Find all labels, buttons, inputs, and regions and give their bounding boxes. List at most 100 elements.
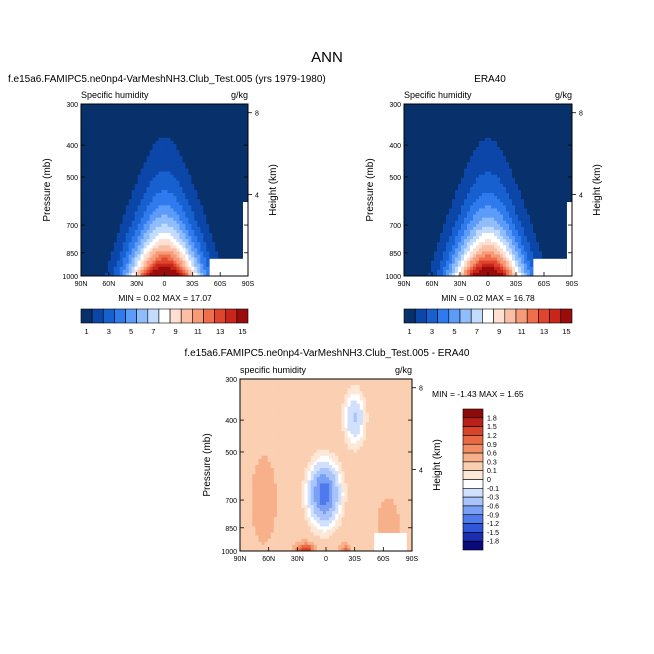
x-tick-label: 30N [130, 281, 143, 288]
colorbar-swatch [462, 426, 484, 436]
colorbar-swatch [459, 308, 472, 324]
y-tick-label: 400 [225, 418, 237, 425]
colorbar-model: 1 3 5 7 9 11 13 15 [80, 308, 249, 336]
x-tick-label: 90N [234, 556, 247, 563]
panel-obs: ERA40 Specific humidity g/kg 300 400 500 70… [365, 74, 603, 303]
colorbar-swatch [462, 452, 484, 463]
panel-obs-title: ERA40 [474, 74, 506, 85]
x-tick-label: 30N [291, 556, 304, 563]
surface-mask [533, 258, 567, 276]
y-tick-label: 700 [66, 223, 78, 230]
x-tick-label: 90N [398, 281, 411, 288]
x-tick-label: 30S [186, 281, 199, 288]
colorbar-swatch [462, 523, 484, 533]
y-tick-label: 850 [66, 251, 78, 258]
colorbar-swatch [426, 308, 438, 324]
panel-model-ylabel: Pressure (mb) [42, 158, 53, 221]
colorbar-swatch [462, 470, 484, 480]
colorbar-swatch [482, 308, 494, 324]
page-title: ANN [311, 49, 343, 66]
colorbar-label: 13 [216, 327, 224, 336]
colorbar-label: -0.9 [487, 512, 499, 519]
panel-obs-left-string: Specific humidity [404, 90, 472, 100]
colorbar-label: 0.3 [487, 459, 497, 466]
colorbar-swatch [91, 308, 104, 324]
colorbar-label: 1.5 [487, 424, 497, 431]
y-tick-label: 300 [225, 377, 237, 384]
surface-mask [374, 532, 407, 551]
height-tick-label: 8 [419, 386, 423, 393]
colorbar-label: 11 [518, 327, 526, 336]
colorbar-label: 0.9 [487, 442, 497, 449]
y-tick-label: 700 [225, 498, 237, 505]
colorbar-label: 0 [487, 477, 491, 484]
height-tick-label: 4 [579, 192, 583, 199]
y-tick-label: 1000 [385, 274, 401, 281]
y-tick-label: 850 [389, 251, 401, 258]
colorbar-swatch [462, 532, 484, 542]
x-tick-label: 60N [262, 556, 275, 563]
colorbar-label: 7 [151, 327, 155, 336]
colorbar-swatch [462, 514, 484, 524]
colorbar-swatch [538, 308, 550, 324]
x-tick-label: 30S [348, 556, 361, 563]
colorbar-swatch [462, 443, 484, 454]
colorbar-swatch [470, 308, 483, 324]
y-tick-label: 1000 [62, 274, 78, 281]
panel-diff-title: f.e15a6.FAMIPC5.ne0np4-VarMeshNH3.Club_T… [185, 348, 470, 359]
x-tick-label: 0 [486, 281, 490, 288]
x-tick-label: 0 [163, 281, 167, 288]
x-tick-label: 90S [566, 281, 579, 288]
colorbar-swatch [549, 308, 562, 324]
y-tick-label: 400 [66, 143, 78, 150]
x-tick-label: 60S [377, 556, 390, 563]
surface-mask [566, 202, 572, 276]
panel-obs-field [404, 104, 572, 276]
colorbar-swatch [462, 435, 484, 445]
colorbar-swatch [169, 308, 182, 324]
surface-mask [209, 258, 243, 276]
colorbar-swatch [526, 308, 539, 324]
colorbar-swatch [136, 308, 149, 324]
panel-model-stats: MIN = 0.02 MAX = 17.07 [118, 293, 212, 303]
x-tick-label: 30S [510, 281, 523, 288]
panel-obs-stats: MIN = 0.02 MAX = 16.78 [441, 293, 535, 303]
colorbar-swatch [158, 308, 171, 324]
colorbar-label: 3 [430, 327, 434, 336]
colorbar-swatch [493, 308, 506, 324]
colorbar-swatch [462, 408, 484, 419]
panel-diff: f.e15a6.FAMIPC5.ne0np4-VarMeshNH3.Club_T… [185, 348, 524, 563]
y-tick-label: 500 [66, 175, 78, 182]
panel-obs-ylabel-right: Height (km) [592, 164, 603, 216]
colorbar-label: 15 [238, 327, 246, 336]
y-tick-label: 300 [66, 102, 78, 109]
colorbar-label: 7 [475, 327, 479, 336]
colorbar-label: -1.2 [487, 521, 499, 528]
y-tick-label: 300 [389, 102, 401, 109]
x-tick-label: 90N [75, 281, 88, 288]
colorbar-swatch [147, 308, 160, 324]
colorbar-swatch [462, 479, 484, 489]
colorbar-label: 1.8 [487, 415, 497, 422]
x-tick-label: 30N [454, 281, 467, 288]
y-tick-label: 500 [389, 175, 401, 182]
colorbar-label: 5 [129, 327, 133, 336]
colorbar-label: 11 [194, 327, 202, 336]
colorbar-swatch [214, 308, 227, 324]
panel-diff-units: g/kg [395, 365, 412, 375]
colorbar-swatch [102, 308, 115, 324]
panel-model-field [81, 104, 248, 276]
panel-model-units: g/kg [231, 90, 248, 100]
colorbar-label: 9 [497, 327, 501, 336]
colorbar-swatch [192, 308, 204, 324]
surface-mask [242, 202, 248, 276]
colorbar-swatch [114, 308, 126, 324]
colorbar-swatch [225, 308, 238, 324]
panel-model: f.e15a6.FAMIPC5.ne0np4-VarMeshNH3.Club_T… [8, 74, 326, 303]
colorbar-label: 5 [452, 327, 456, 336]
x-tick-label: 90S [242, 281, 255, 288]
colorbar-swatch [403, 308, 416, 324]
colorbar-swatch [462, 461, 484, 471]
